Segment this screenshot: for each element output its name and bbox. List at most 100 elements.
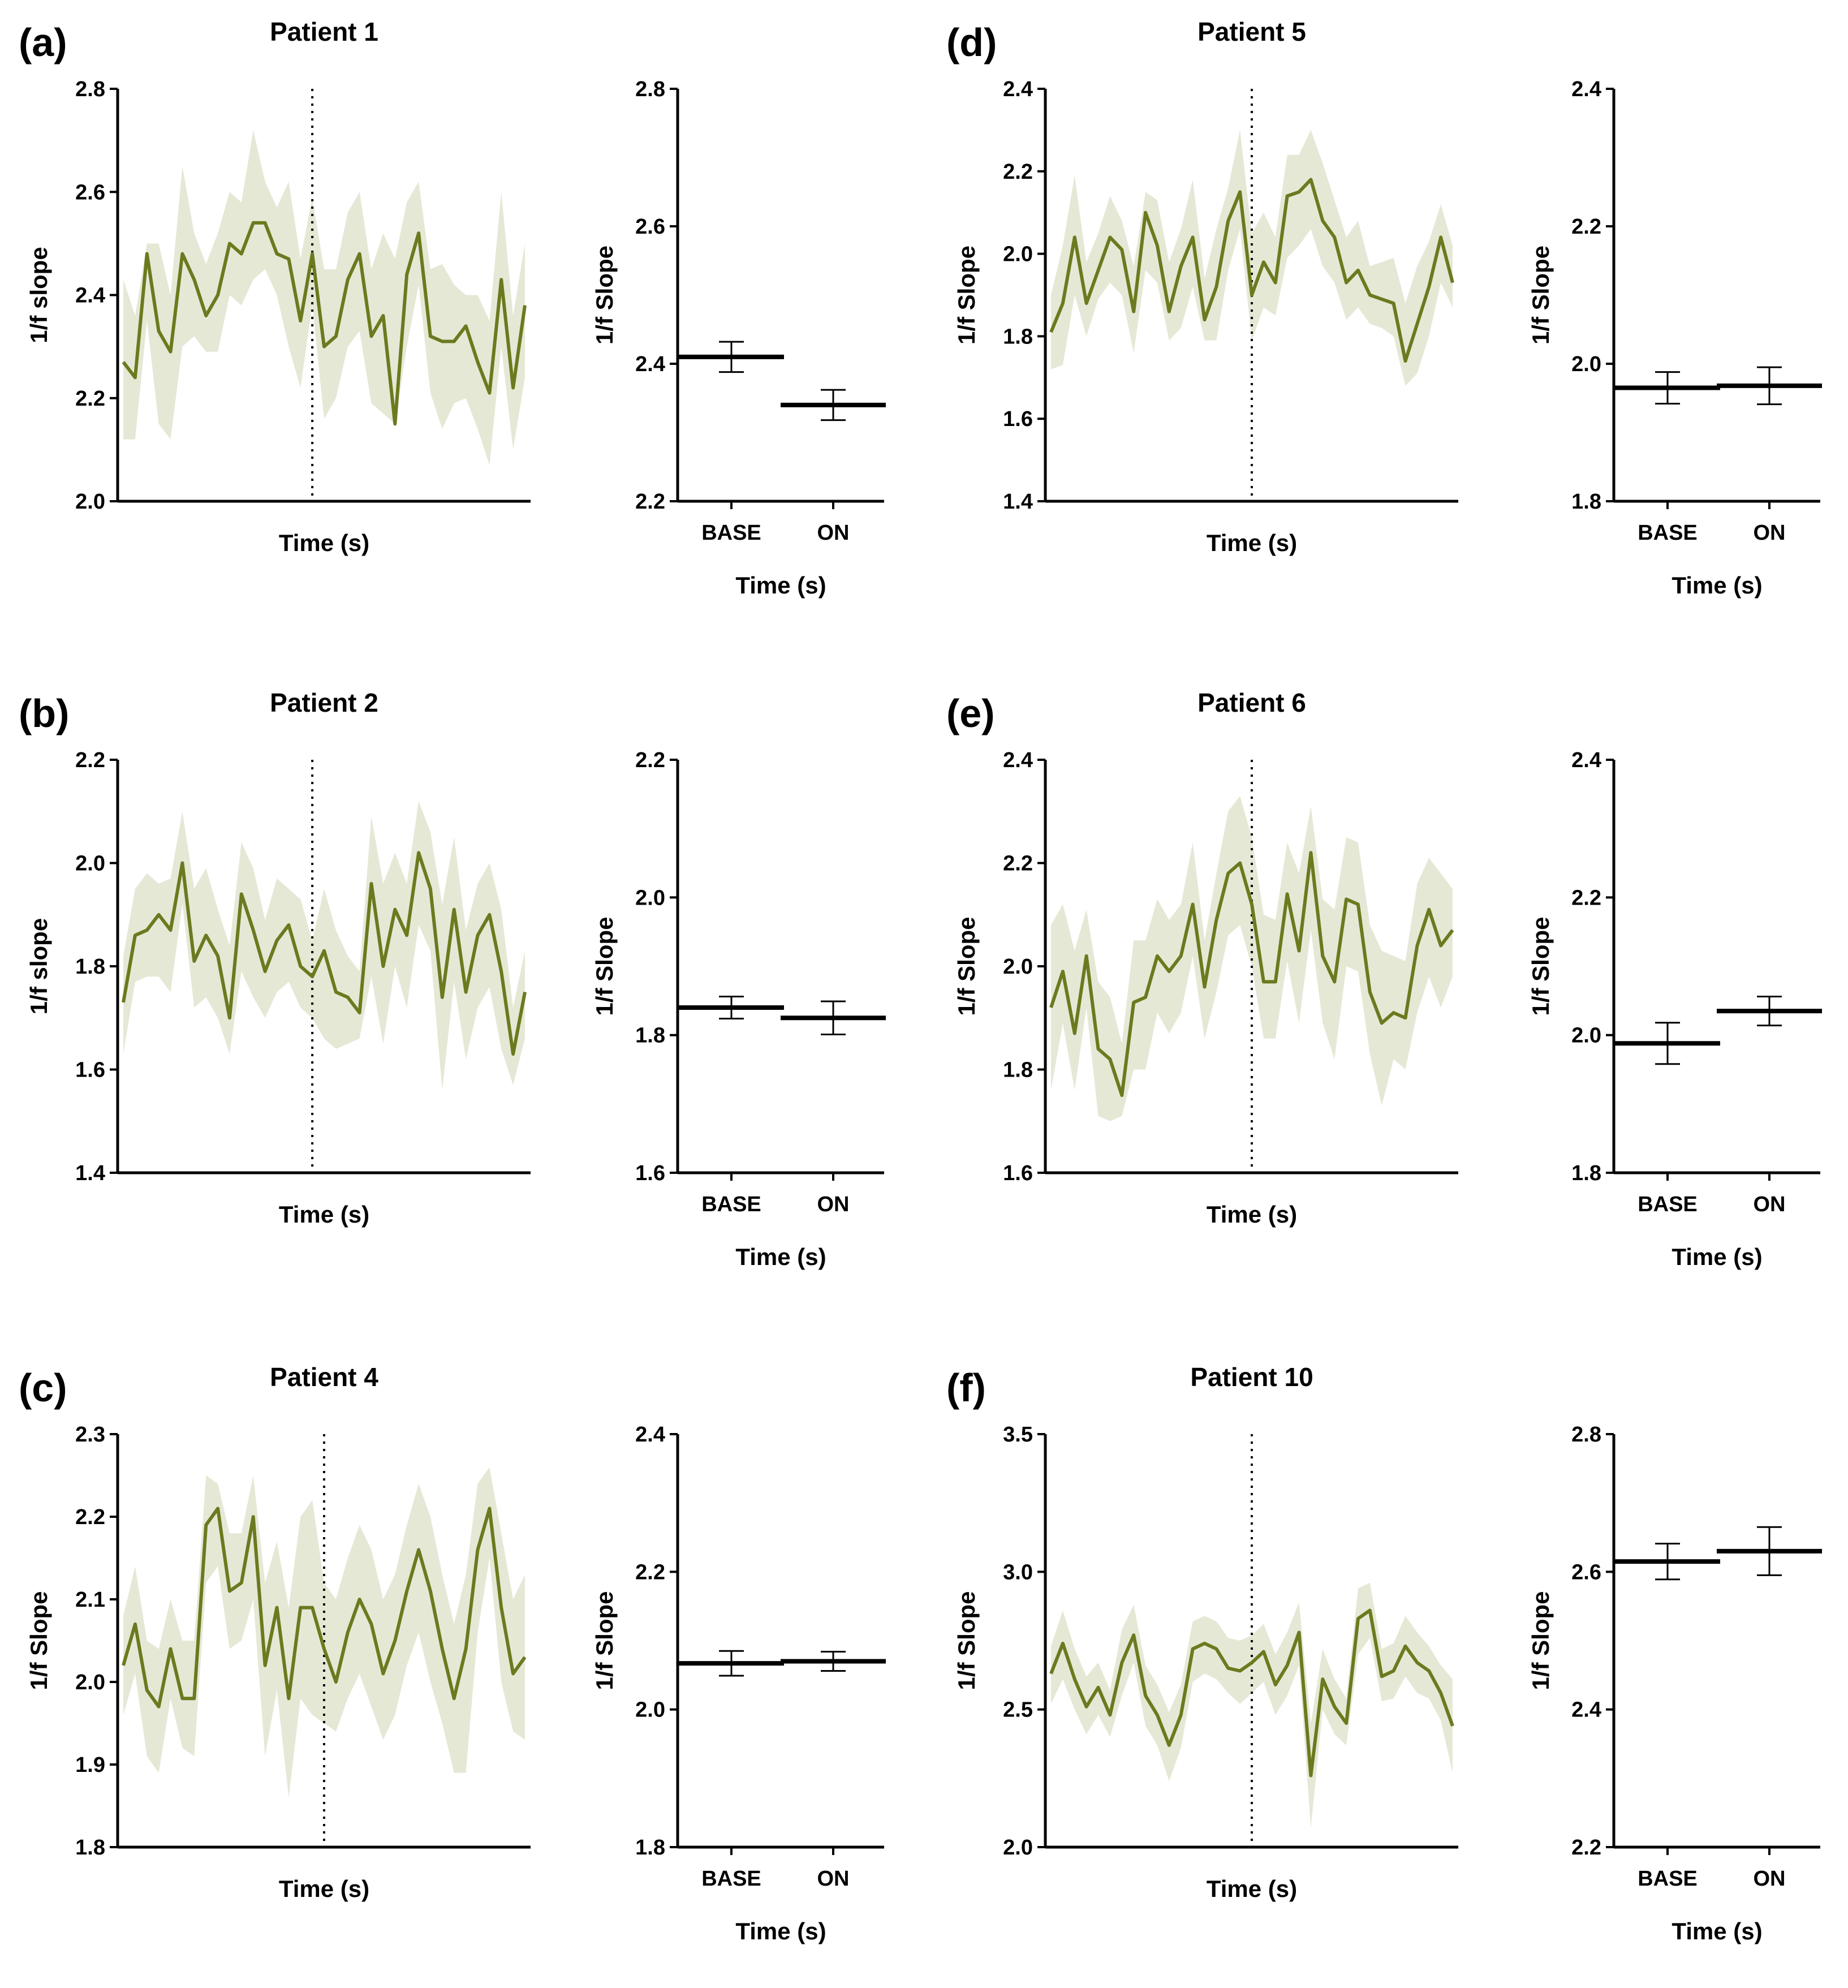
panel-title: Patient 2 (270, 688, 378, 717)
time-series-panel-10: (f) Patient 10 2.0 2.5 3.0 3.5 1/f Slope Time (… (946, 1362, 1458, 1902)
x-axis-title: Time (s) (735, 572, 826, 599)
y-tick-label: 2.2 (1571, 215, 1601, 239)
x-axis-title: Time (s) (1672, 1243, 1762, 1270)
y-axis-title: 1/f Slope (25, 1591, 52, 1690)
y-tick-label: 2.6 (75, 180, 105, 204)
summary-panel-3: 1.6 1.8 2.0 2.2 1/f Slope BASE ON Time (s) (591, 748, 886, 1270)
panel-letter: (e) (946, 691, 995, 735)
x-tick-label: BASE (1638, 1193, 1698, 1216)
panel-title: Patient 6 (1197, 688, 1306, 717)
y-axis-title: 1/f Slope (591, 1591, 618, 1690)
y-tick-label: 1.6 (1003, 407, 1033, 431)
y-tick-label: 3.5 (1003, 1423, 1033, 1447)
x-axis-title: Time (s) (279, 530, 369, 556)
y-tick-label: 2.1 (75, 1588, 105, 1612)
y-tick-label: 1.8 (1003, 325, 1033, 348)
y-tick-label: 1.6 (75, 1058, 105, 1082)
mean-line (1049, 851, 1454, 1098)
panel-title: Patient 4 (270, 1362, 378, 1392)
y-tick-label: 1.6 (635, 1161, 665, 1185)
y-tick-label: 2.8 (75, 78, 105, 101)
time-series-panel-0: (a) Patient 1 2.0 2.2 2.4 2.6 2.8 1/f slope Time… (19, 17, 531, 556)
x-tick-label: BASE (1638, 1867, 1698, 1891)
y-axis-title: 1/f Slope (1527, 246, 1554, 345)
y-tick-label: 2.6 (1571, 1560, 1601, 1584)
y-tick-label: 1.6 (1003, 1161, 1033, 1185)
x-tick-label: ON (1754, 1193, 1786, 1216)
time-series-panel-2: (b) Patient 2 1.4 1.6 1.8 2.0 2.2 1/f slope Time… (19, 688, 531, 1228)
x-axis-title: Time (s) (735, 1243, 826, 1270)
y-tick-label: 2.0 (1003, 955, 1033, 979)
y-tick-label: 2.2 (75, 748, 105, 772)
error-band (1051, 1582, 1453, 1828)
y-tick-label: 2.0 (635, 1698, 665, 1722)
y-tick-label: 2.2 (75, 387, 105, 411)
x-tick-label: BASE (701, 521, 761, 545)
y-tick-label: 3.0 (1003, 1560, 1033, 1584)
x-tick-label: BASE (1638, 521, 1698, 545)
panel-letter: (a) (19, 20, 67, 64)
panel-letter: (d) (946, 20, 997, 64)
panel-title: Patient 5 (1197, 17, 1306, 46)
error-band (1051, 130, 1453, 386)
y-tick-label: 1.9 (75, 1753, 105, 1777)
y-tick-label: 1.8 (635, 1836, 665, 1860)
x-tick-label: ON (1754, 1867, 1786, 1891)
y-axis-title: 1/f Slope (953, 916, 980, 1015)
y-tick-label: 2.4 (1571, 78, 1601, 101)
x-tick-label: ON (817, 521, 850, 545)
summary-panel-9: 1.8 2.0 2.2 2.4 1/f Slope BASE ON Time (s) (1527, 748, 1822, 1270)
y-tick-label: 2.8 (1571, 1423, 1601, 1447)
y-tick-label: 2.4 (635, 352, 665, 376)
y-tick-label: 1.8 (1571, 1161, 1601, 1185)
summary-panel-5: 1.8 2.0 2.2 2.4 1/f Slope BASE ON Time (s) (591, 1423, 886, 1944)
y-tick-label: 2.0 (1003, 1836, 1033, 1860)
y-tick-label: 2.2 (635, 490, 665, 514)
y-tick-label: 2.2 (635, 1560, 665, 1584)
x-axis-title: Time (s) (1207, 530, 1297, 556)
y-tick-label: 2.3 (75, 1423, 105, 1447)
panel-title: Patient 10 (1190, 1362, 1313, 1392)
x-axis-title: Time (s) (1207, 1875, 1297, 1902)
y-tick-label: 2.2 (1003, 852, 1033, 876)
y-tick-label: 1.8 (635, 1024, 665, 1048)
x-axis-title: Time (s) (735, 1918, 826, 1944)
mean-line (122, 851, 527, 1056)
y-axis-title: 1/f slope (25, 918, 52, 1014)
y-tick-label: 2.2 (1571, 1836, 1601, 1860)
y-axis-title: 1/f Slope (953, 1591, 980, 1690)
y-axis-title: 1/f Slope (591, 246, 618, 345)
mean-line (1049, 1608, 1454, 1778)
y-tick-label: 2.2 (1571, 886, 1601, 910)
time-series-panel-6: (d) Patient 5 1.4 1.6 1.8 2.0 2.2 2.4 1/f Slope T… (946, 17, 1458, 556)
y-tick-label: 2.2 (635, 748, 665, 772)
y-axis-title: 1/f slope (25, 247, 52, 343)
y-tick-label: 1.4 (75, 1161, 105, 1185)
x-tick-label: ON (817, 1867, 850, 1891)
y-tick-label: 2.4 (1003, 78, 1033, 101)
x-tick-label: ON (1754, 521, 1786, 545)
y-axis-title: 1/f Slope (1527, 1591, 1554, 1690)
y-tick-label: 2.8 (635, 78, 665, 101)
x-axis-title: Time (s) (1672, 1918, 1762, 1944)
x-axis-title: Time (s) (279, 1201, 369, 1228)
y-axis-title: 1/f Slope (953, 246, 980, 345)
y-tick-label: 2.4 (1571, 748, 1601, 772)
y-tick-label: 2.0 (1571, 1024, 1601, 1048)
summary-panel-1: 2.2 2.4 2.6 2.8 1/f Slope BASE ON Time (s) (591, 78, 886, 599)
y-tick-label: 2.2 (75, 1505, 105, 1529)
x-tick-label: ON (817, 1193, 850, 1216)
y-tick-label: 2.0 (1003, 243, 1033, 266)
time-series-panel-8: (e) Patient 6 1.6 1.8 2.0 2.2 2.4 1/f Slope Time… (946, 688, 1458, 1228)
error-band (123, 130, 525, 466)
y-tick-label: 2.4 (1003, 748, 1033, 772)
mean-line (1049, 178, 1454, 363)
y-tick-label: 2.4 (75, 284, 105, 308)
error-band (123, 801, 525, 1090)
panel-letter: (f) (946, 1366, 986, 1410)
y-tick-label: 1.8 (1571, 490, 1601, 514)
x-tick-label: BASE (701, 1193, 761, 1216)
y-tick-label: 1.4 (1003, 490, 1033, 514)
x-tick-label: BASE (701, 1867, 761, 1891)
